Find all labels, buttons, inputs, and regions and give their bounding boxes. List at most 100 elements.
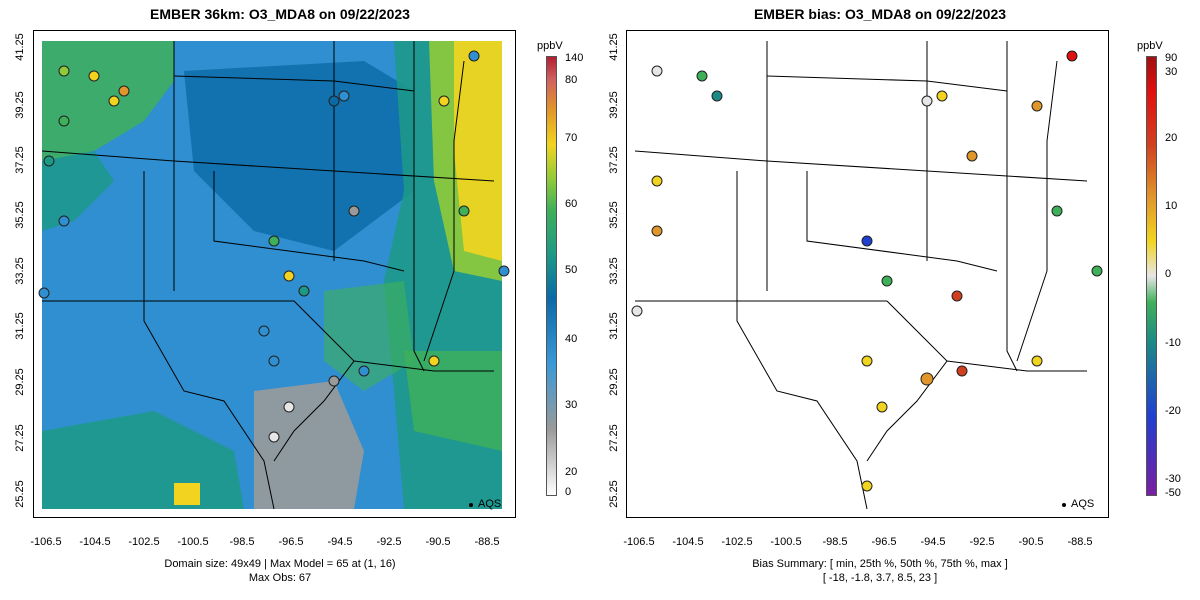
ozone-colorbar-label: 40 [565, 333, 578, 345]
site-marker [1031, 355, 1043, 367]
site-marker [876, 401, 888, 413]
bias-colorbar-label: 0 [1165, 268, 1172, 280]
x-tick-label: -90.5 [425, 536, 451, 548]
model-field-la [404, 351, 502, 451]
y-tick-label: 37.25 [607, 146, 620, 174]
bias-panel: EMBER bias: O3_MDA8 on 09/22/2023 [600, 0, 1200, 600]
ozone-colorbar-label: 20 [565, 466, 578, 478]
y-tick-label: 27.25 [13, 424, 26, 452]
max-obs-summary: Max Obs: 67 [248, 572, 312, 584]
model-field-w [42, 151, 114, 231]
x-tick-label: -100.5 [770, 536, 802, 548]
site-marker [428, 355, 440, 367]
y-tick-label: 25.25 [13, 480, 26, 508]
bias-colorbar-label: -20 [1165, 405, 1181, 417]
bias-colorbar-label: 90 [1165, 52, 1178, 64]
state-boundaries [41, 41, 495, 510]
ozone-model-map: AQS [33, 30, 516, 518]
ozone-colorbar-label: 0 [565, 486, 572, 498]
site-marker [328, 375, 340, 387]
site-marker [861, 355, 873, 367]
y-tick-label: 41.25 [607, 33, 620, 61]
x-tick-label: -102.5 [128, 536, 160, 548]
bias-colorbar-label: -10 [1165, 337, 1181, 349]
site-marker [651, 175, 663, 187]
site-marker [348, 205, 360, 217]
site-marker [651, 65, 663, 77]
y-tick-label: 41.25 [13, 33, 26, 61]
site-marker [651, 225, 663, 237]
y-tick-label: 35.25 [13, 201, 26, 229]
x-tick-label: -100.5 [177, 536, 209, 548]
ozone-colorbar-label: 30 [565, 399, 578, 411]
monitor-sites [38, 50, 510, 443]
site-marker [1066, 50, 1078, 62]
site-marker [43, 155, 55, 167]
bias-colorbar-label: 20 [1165, 132, 1178, 144]
model-field-coast [324, 281, 414, 391]
site-marker [338, 90, 350, 102]
model-field-center [184, 61, 414, 251]
site-marker [58, 115, 70, 127]
y-tick-label: 27.25 [607, 424, 620, 452]
site-marker [920, 372, 934, 386]
aqs-legend-label: AQS [1071, 498, 1095, 510]
x-tick-label: -94.5 [327, 536, 353, 548]
aqs-legend-dot [1062, 503, 1066, 507]
site-marker [696, 70, 708, 82]
ozone-colorbar-label: 80 [565, 74, 578, 86]
x-tick-label: -96.5 [278, 536, 304, 548]
model-field-hotspot [174, 483, 200, 505]
bias-panel-title: EMBER bias: O3_MDA8 on 09/22/2023 [753, 6, 1007, 22]
ozone-colorbar-label: 140 [565, 52, 584, 64]
site-marker [881, 275, 893, 287]
x-tick-label: -106.5 [623, 536, 655, 548]
site-marker [468, 50, 480, 62]
ozone-colorbar [546, 56, 557, 496]
ozone-colorbar-label: 50 [565, 264, 578, 276]
bias-colorbar [1146, 56, 1157, 496]
site-marker [268, 431, 280, 443]
x-tick-label: -98.5 [229, 536, 255, 548]
bias-summary-values: [ -18, -1.8, 3.7, 8.5, 23 ] [822, 572, 938, 584]
site-marker [861, 235, 873, 247]
x-tick-label: -92.5 [969, 536, 995, 548]
state-boundaries [634, 41, 1088, 510]
site-marker [966, 150, 978, 162]
site-marker [1091, 265, 1103, 277]
site-marker [268, 235, 280, 247]
site-marker [438, 95, 450, 107]
ozone-map-canvas [34, 31, 515, 517]
aqs-legend: AQS [1071, 498, 1094, 510]
x-tick-label: -88.5 [1067, 536, 1093, 548]
y-tick-label: 31.25 [13, 312, 26, 340]
model-panel: EMBER 36km: O3_MDA8 on 09/22/2023 [13, 6, 584, 584]
x-tick-label: -102.5 [721, 536, 753, 548]
site-marker [921, 95, 933, 107]
x-tick-label: -104.5 [79, 536, 111, 548]
x-tick-label: -94.5 [920, 536, 946, 548]
y-tick-label: 39.25 [13, 91, 26, 119]
site-marker [1031, 100, 1043, 112]
site-marker [956, 365, 968, 377]
x-tick-label: -92.5 [376, 536, 402, 548]
bias-colorbar-label: -30 [1165, 473, 1181, 485]
x-tick-label: -98.5 [822, 536, 848, 548]
map-background [627, 31, 1108, 517]
site-marker [358, 365, 370, 377]
aqs-legend: AQS [478, 498, 501, 510]
bias-colorbar-label: -50 [1165, 487, 1181, 499]
y-tick-label: 39.25 [607, 91, 620, 119]
site-marker [951, 290, 963, 302]
x-tick-label: -104.5 [672, 536, 704, 548]
y-tick-label: 25.25 [607, 480, 620, 508]
site-marker [268, 355, 280, 367]
site-marker [88, 70, 100, 82]
site-marker [458, 205, 470, 217]
bias-sites [631, 50, 1103, 492]
bias-map-canvas [627, 31, 1108, 517]
bias-summary-header: Bias Summary: [ min, 25th %, 50th %, 75t… [752, 558, 1008, 570]
x-tick-label: -106.5 [30, 536, 62, 548]
site-marker [283, 270, 295, 282]
site-marker [108, 95, 120, 107]
